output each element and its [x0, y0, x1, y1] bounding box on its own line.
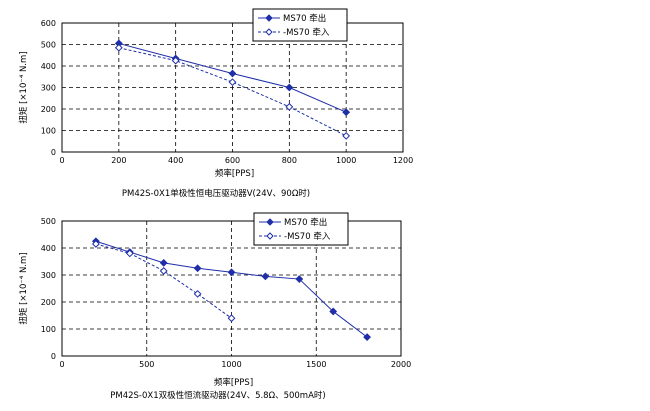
x-tick-label: 0	[59, 360, 64, 369]
chart-2: 0 500 1000 1500 2000 0 100 200 300 400 500 频率[PPS] 扭…	[18, 212, 411, 401]
chart-caption: PM42S-0X1双极性恒流驱动器(24V、5.8Ω、500mA时)	[110, 390, 325, 401]
legend-swatch-marker	[266, 232, 274, 240]
data-point	[363, 333, 372, 342]
legend-box	[253, 212, 349, 246]
y-tick-label: 0	[51, 352, 56, 361]
y-tick-label: 200	[41, 298, 56, 307]
legend-entry-label: -MS70 牵入	[284, 231, 331, 242]
y-tick-label: 600	[41, 19, 56, 28]
legend-entry-label: MS70 牵出	[283, 13, 326, 24]
legend: MS70 牵出 -MS70 牵入	[252, 8, 348, 42]
data-point	[295, 275, 304, 283]
legend-entry-label: -MS70 牵入	[283, 27, 330, 38]
y-tick-label: 100	[41, 325, 56, 334]
y-tick-label: 400	[41, 244, 56, 253]
y-tick-label: 200	[41, 105, 56, 114]
data-point	[159, 267, 168, 275]
data-point	[193, 289, 202, 298]
chart-1: 0 200 400 600 800 1000 1200 0 100 200 300 400 500 600…	[18, 8, 413, 199]
legend: MS70 牵出 -MS70 牵入	[253, 212, 349, 246]
data-point	[228, 78, 237, 87]
data-point	[329, 307, 338, 316]
data-point	[91, 240, 100, 248]
data-point	[171, 56, 180, 65]
x-axis-label: 频率[PPS]	[214, 377, 253, 388]
x-tick-label: 1200	[393, 156, 413, 165]
y-tick-label: 400	[41, 62, 56, 71]
y-tick-label: 500	[41, 41, 56, 50]
data-point	[193, 264, 202, 273]
data-point	[159, 258, 168, 267]
data-point	[227, 314, 236, 323]
x-tick-label: 500	[139, 360, 154, 369]
legend-swatch-marker	[266, 218, 274, 226]
x-tick-label: 200	[111, 156, 126, 165]
data-point	[228, 69, 237, 78]
data-point	[227, 268, 236, 277]
legend-swatch-marker	[265, 14, 273, 22]
x-tick-label: 600	[225, 156, 240, 165]
y-axis-label: 扭矩 [×10⁻⁴ N.m]	[18, 51, 29, 123]
y-tick-label: 100	[41, 127, 56, 136]
x-tick-label: 1000	[221, 360, 241, 369]
data-point	[261, 272, 270, 281]
data-point	[114, 43, 123, 52]
x-tick-label: 1000	[336, 156, 356, 165]
data-point	[285, 102, 294, 111]
legend-swatch-marker	[265, 28, 273, 36]
y-tick-label: 0	[51, 148, 56, 157]
series-line-2	[118, 47, 347, 137]
x-tick-label: 0	[59, 156, 64, 165]
y-axis-label: 扭矩 [×10⁻⁴ N.m]	[18, 252, 29, 324]
legend-box	[252, 8, 348, 42]
data-point	[342, 108, 351, 117]
chart-caption: PM42S-0X1单极性恒电压驱动器V(24V、90Ω时)	[122, 188, 310, 199]
y-tick-label: 300	[41, 84, 56, 93]
data-point	[342, 131, 351, 140]
series-line-2	[95, 243, 232, 319]
data-point	[285, 83, 294, 92]
y-tick-label: 300	[41, 271, 56, 280]
x-tick-label: 1500	[306, 360, 326, 369]
x-axis-label: 频率[PPS]	[215, 168, 254, 179]
legend-entry-label: MS70 牵出	[284, 217, 327, 228]
x-tick-label: 800	[282, 156, 297, 165]
y-tick-label: 500	[41, 217, 56, 226]
data-point	[125, 249, 134, 258]
x-tick-label: 400	[168, 156, 183, 165]
x-tick-label: 2000	[391, 360, 411, 369]
